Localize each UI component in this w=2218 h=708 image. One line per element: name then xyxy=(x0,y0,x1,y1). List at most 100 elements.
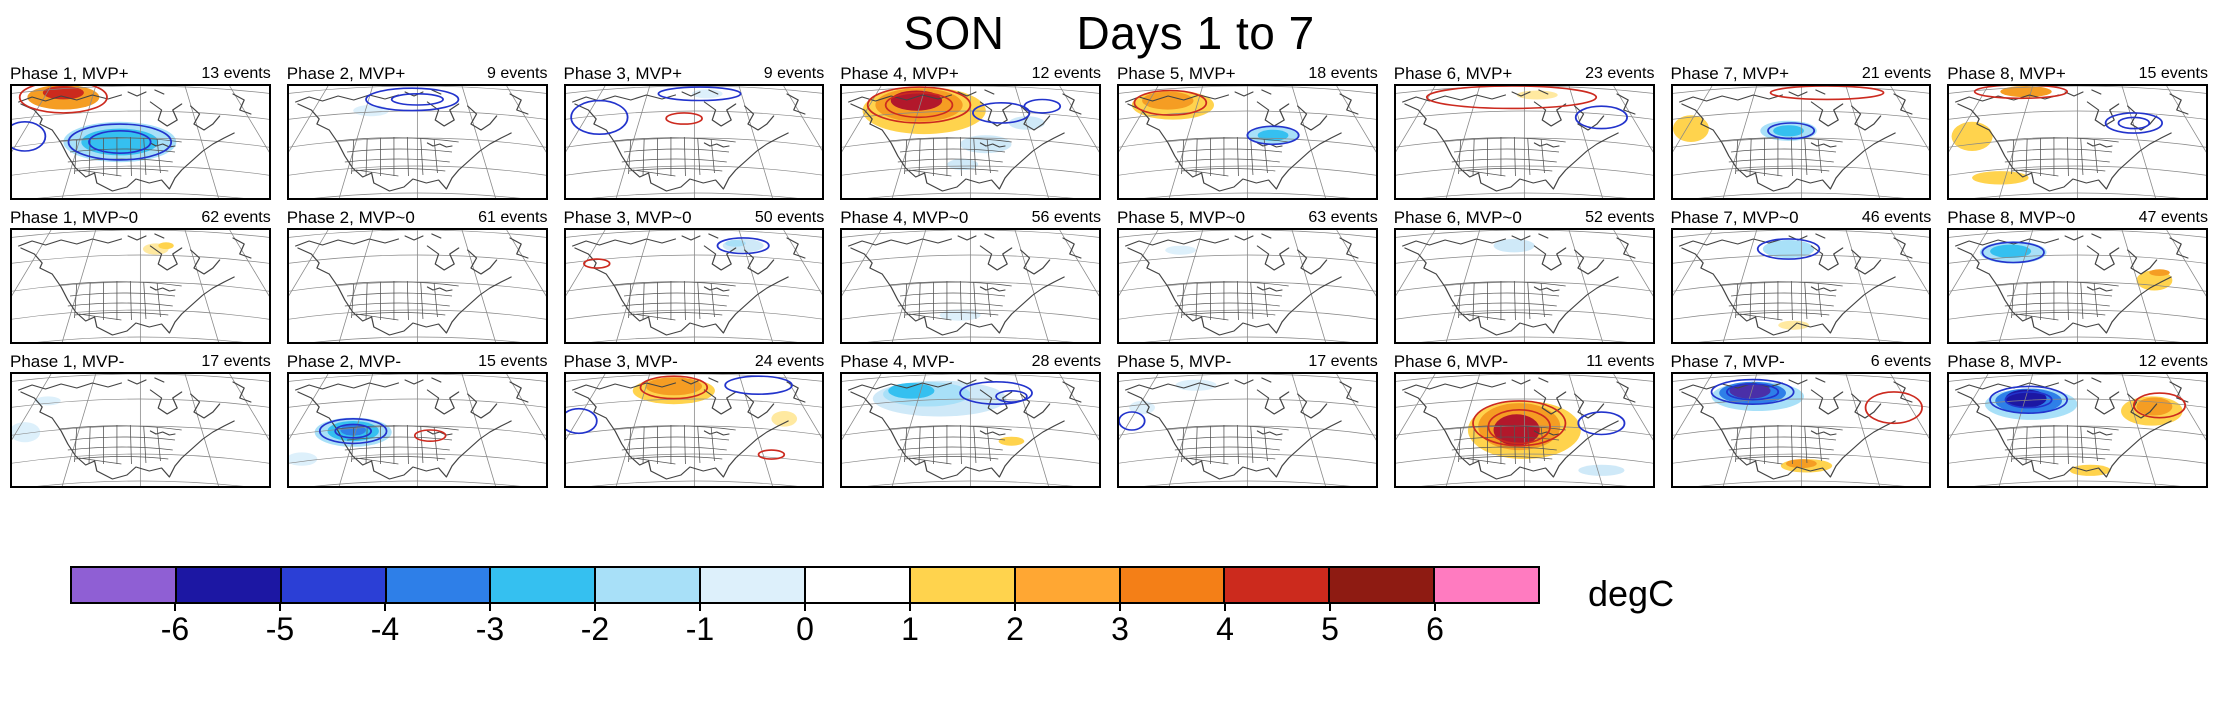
panel-header: Phase 4, MVP~0 56 events xyxy=(840,208,1101,228)
map-plot xyxy=(840,228,1101,344)
colorbar-tick xyxy=(489,604,491,611)
map-plot xyxy=(563,372,825,488)
colorbar-segment xyxy=(1120,568,1226,602)
panel-phase-label: Phase 2, MVP- xyxy=(286,352,402,371)
panel-phase-label: Phase 7, MVP+ xyxy=(1670,64,1790,83)
panel-events-label: 47 events xyxy=(2138,209,2208,226)
panel-header: Phase 7, MVP- 6 events xyxy=(1671,352,1932,372)
panel-events-label: 15 events xyxy=(2138,65,2208,82)
panel-phase-label: Phase 7, MVP~0 xyxy=(1670,208,1799,227)
season-label: SON xyxy=(903,7,1005,59)
panel-events-label: 12 events xyxy=(2138,353,2208,370)
map-panel: Phase 7, MVP- 6 events xyxy=(1670,352,1932,488)
colorbar-tick-label: -6 xyxy=(160,611,190,647)
panel-phase-label: Phase 2, MVP+ xyxy=(286,64,406,83)
colorbar-segment xyxy=(910,568,1016,602)
map-panel: Phase 4, MVP+ 12 events xyxy=(840,64,1101,200)
colorbar-segment xyxy=(596,568,702,602)
panel-events-label: 21 events xyxy=(1861,65,1932,82)
map-plot xyxy=(1670,84,1932,200)
panel-header: Phase 2, MVP- 15 events xyxy=(287,352,548,372)
panel-phase-label: Phase 1, MVP- xyxy=(10,352,125,371)
colorbar-tick-labels: -6 -5 -4 -3 -2 -1 0 1 2 3 4 5 6 xyxy=(70,604,1540,652)
figure-title: SON Days 1 to 7 xyxy=(0,0,2218,58)
panel-header: Phase 8, MVP+ 15 events xyxy=(1947,64,2208,84)
panel-header: Phase 5, MVP~0 63 events xyxy=(1117,208,1378,228)
panel-header: Phase 7, MVP+ 21 events xyxy=(1671,64,1932,84)
panel-header: Phase 5, MVP+ 18 events xyxy=(1117,64,1378,84)
map-panel: Phase 3, MVP~0 50 events xyxy=(563,208,825,344)
panel-phase-label: Phase 3, MVP- xyxy=(563,352,678,371)
map-plot xyxy=(1117,84,1378,200)
panel-events-label: 46 events xyxy=(1861,209,1932,226)
panel-phase-label: Phase 5, MVP- xyxy=(1117,352,1232,371)
panel-phase-label: Phase 4, MVP+ xyxy=(840,64,959,83)
colorbar-unit-label: degC xyxy=(1588,573,1675,614)
colorbar-segment xyxy=(491,568,597,602)
colorbar-row: -6 -5 -4 -3 -2 -1 0 1 2 3 4 5 6 degC xyxy=(70,566,2218,652)
colorbar-tick-label: -2 xyxy=(580,611,610,647)
map-plot xyxy=(563,228,825,344)
map-plot xyxy=(1947,84,2208,200)
panel-events-label: 23 events xyxy=(1585,65,1655,82)
panel-events-label: 61 events xyxy=(478,209,548,226)
map-plot xyxy=(10,372,271,488)
panel-header: Phase 6, MVP~0 52 events xyxy=(1394,208,1655,228)
map-plot xyxy=(1393,84,1655,200)
map-plot xyxy=(1393,228,1655,344)
panel-events-label: 15 events xyxy=(478,353,548,370)
panel-phase-label: Phase 6, MVP~0 xyxy=(1393,208,1522,227)
map-plot xyxy=(286,84,548,200)
map-plot xyxy=(10,228,271,344)
colorbar-tick xyxy=(909,604,911,611)
colorbar-tick xyxy=(1224,604,1226,611)
panel-phase-label: Phase 1, MVP~0 xyxy=(10,208,139,227)
map-plot xyxy=(1393,372,1655,488)
colorbar xyxy=(70,566,1540,604)
map-plot xyxy=(1117,228,1378,344)
panel-header: Phase 5, MVP- 17 events xyxy=(1117,352,1378,372)
map-plot xyxy=(1670,228,1932,344)
colorbar-segment xyxy=(806,568,911,602)
panel-header: Phase 3, MVP~0 50 events xyxy=(564,208,825,228)
colorbar-tick xyxy=(174,604,176,611)
map-plot xyxy=(1947,228,2208,344)
colorbar-tick-label: 3 xyxy=(1111,611,1129,647)
colorbar-tick-label: -1 xyxy=(685,611,715,647)
map-panel: Phase 8, MVP- 12 events xyxy=(1947,352,2208,488)
colorbar-segment xyxy=(1015,568,1121,602)
panel-phase-label: Phase 1, MVP+ xyxy=(10,64,129,83)
panel-events-label: 11 events xyxy=(1586,353,1655,370)
colorbar-tick-label: 5 xyxy=(1321,611,1339,647)
colorbar-segment xyxy=(1330,568,1436,602)
colorbar-block: -6 -5 -4 -3 -2 -1 0 1 2 3 4 5 6 xyxy=(70,566,1540,652)
colorbar-tick xyxy=(699,604,701,611)
panel-header: Phase 7, MVP~0 46 events xyxy=(1671,208,1932,228)
panel-header: Phase 6, MVP- 11 events xyxy=(1394,352,1655,372)
map-panel: Phase 2, MVP~0 61 events xyxy=(286,208,548,344)
colorbar-tick xyxy=(279,604,281,611)
map-panel: Phase 6, MVP+ 23 events xyxy=(1393,64,1655,200)
colorbar-tick-label: -4 xyxy=(370,611,400,647)
days-label: Days 1 to 7 xyxy=(1076,7,1315,59)
panel-phase-label: Phase 3, MVP+ xyxy=(563,64,683,83)
panel-phase-label: Phase 6, MVP+ xyxy=(1393,64,1513,83)
map-panel: Phase 2, MVP- 15 events xyxy=(286,352,548,488)
map-panel: Phase 5, MVP+ 18 events xyxy=(1117,64,1378,200)
map-plot xyxy=(10,84,271,200)
panel-events-label: 52 events xyxy=(1585,209,1655,226)
panel-phase-label: Phase 3, MVP~0 xyxy=(563,208,692,227)
panel-events-label: 28 events xyxy=(1031,353,1101,370)
map-panel: Phase 1, MVP- 17 events xyxy=(10,352,271,488)
panel-events-label: 63 events xyxy=(1308,209,1378,226)
map-plot xyxy=(286,372,548,488)
map-panel: Phase 4, MVP~0 56 events xyxy=(840,208,1101,344)
panel-events-label: 17 events xyxy=(1308,353,1378,370)
panel-header: Phase 2, MVP+ 9 events xyxy=(287,64,548,84)
panel-events-label: 17 events xyxy=(201,353,271,370)
map-panel: Phase 7, MVP+ 21 events xyxy=(1670,64,1932,200)
map-panel: Phase 5, MVP~0 63 events xyxy=(1117,208,1378,344)
panel-events-label: 12 events xyxy=(1031,65,1101,82)
panel-phase-label: Phase 7, MVP- xyxy=(1670,352,1785,371)
map-plot xyxy=(840,84,1101,200)
